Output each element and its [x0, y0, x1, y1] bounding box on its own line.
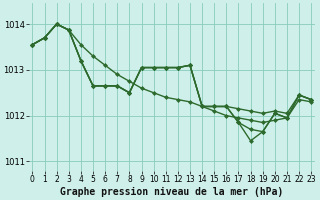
X-axis label: Graphe pression niveau de la mer (hPa): Graphe pression niveau de la mer (hPa) [60, 186, 284, 197]
